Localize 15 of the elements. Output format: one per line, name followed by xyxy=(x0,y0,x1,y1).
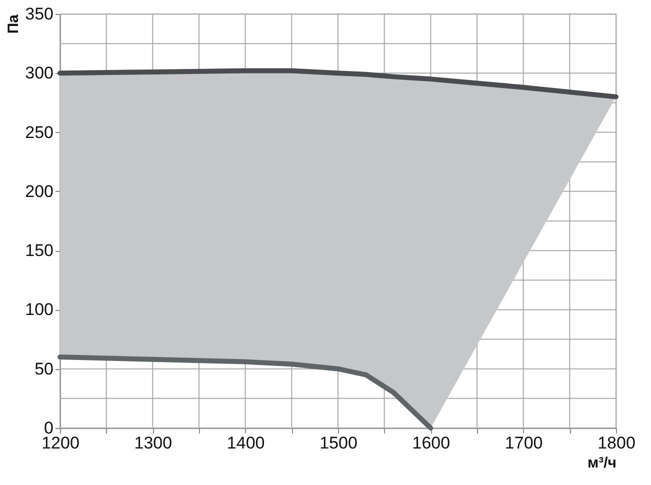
y-tick-label: 150 xyxy=(25,241,54,260)
x-tick-label: 1500 xyxy=(320,434,358,452)
x-tick-label: 1600 xyxy=(412,434,450,452)
y-tick-label: 300 xyxy=(25,64,54,83)
x-tick-label: 1400 xyxy=(226,434,265,452)
y-axis-title: Па xyxy=(5,14,22,34)
y-tick-label: 200 xyxy=(25,182,54,201)
x-tick-label: 1700 xyxy=(504,434,543,452)
y-tick-label: 50 xyxy=(34,359,54,378)
y-tick-label: 350 xyxy=(25,4,54,24)
y-tick-label: 250 xyxy=(25,122,54,142)
y-tick-label: 100 xyxy=(25,300,54,320)
x-axis-title: м³/ч xyxy=(588,454,616,472)
x-tick-label: 1300 xyxy=(134,434,172,452)
x-tick-label: 1800 xyxy=(598,434,636,452)
